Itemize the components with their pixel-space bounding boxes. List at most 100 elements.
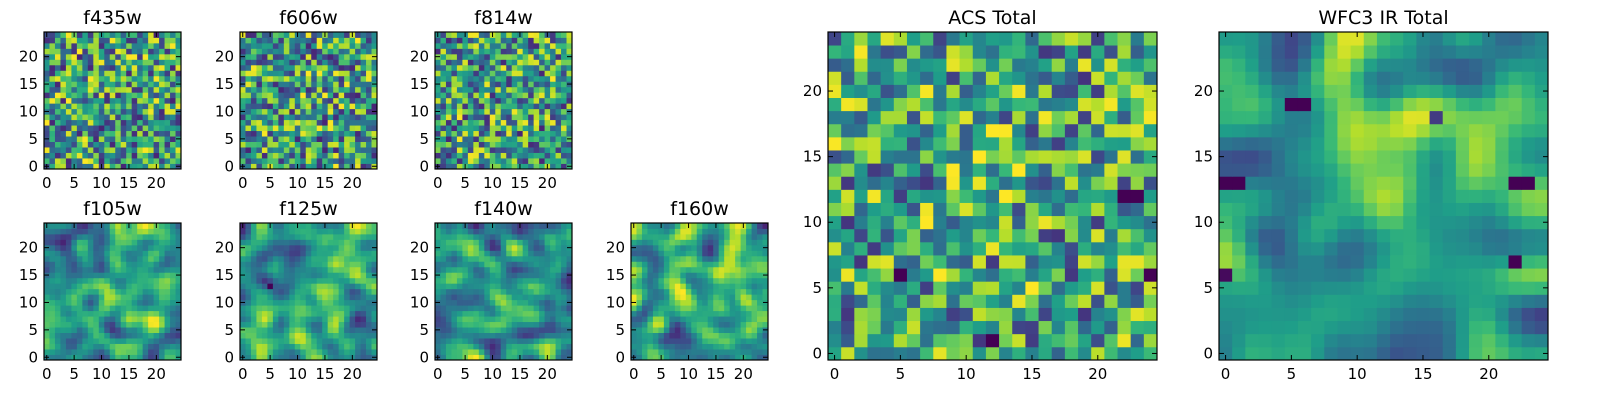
heatmap-cell <box>757 261 763 268</box>
heatmap-cell <box>272 327 279 333</box>
heatmap-cell <box>985 268 1000 282</box>
y-tick-label: 15 <box>606 266 625 284</box>
heatmap-cell <box>445 32 452 38</box>
heatmap-cell <box>245 136 252 142</box>
heatmap-cell <box>467 81 474 88</box>
heatmap-cell <box>566 70 573 77</box>
heatmap-cell <box>278 152 285 159</box>
heatmap-cell <box>555 233 562 240</box>
heatmap-cell <box>256 81 263 88</box>
heatmap-cell <box>854 241 868 256</box>
heatmap-cell <box>544 266 551 273</box>
heatmap-cell <box>305 97 312 104</box>
heatmap-cell <box>170 354 176 361</box>
heatmap-cell <box>669 283 676 290</box>
panel-title: f814w <box>474 7 533 29</box>
heatmap-cell <box>256 147 263 153</box>
heatmap-cell <box>333 343 340 350</box>
heatmap-cell <box>93 114 100 121</box>
heatmap-cell <box>333 332 340 339</box>
heatmap-cell <box>250 136 257 142</box>
heatmap-cell <box>946 241 960 256</box>
heatmap-cell <box>445 316 452 323</box>
heatmap-cell <box>311 108 318 115</box>
heatmap-cell <box>500 163 507 170</box>
heatmap-cell <box>561 147 567 153</box>
heatmap-cell <box>561 223 567 229</box>
heatmap-cell <box>544 349 551 355</box>
heatmap-cell <box>506 42 513 49</box>
heatmap-cell <box>159 310 165 317</box>
heatmap-cell <box>164 250 171 257</box>
heatmap-cell <box>294 321 301 328</box>
heatmap-cell <box>82 42 89 49</box>
heatmap-cell <box>729 349 736 355</box>
heatmap-cell <box>652 343 659 350</box>
heatmap-cell <box>120 136 127 142</box>
heatmap-cell <box>289 250 296 257</box>
heatmap-cell <box>985 189 1000 203</box>
heatmap-cell <box>674 283 681 290</box>
heatmap-cell <box>674 332 681 339</box>
heatmap-cell <box>65 152 72 159</box>
heatmap-cell <box>478 32 485 38</box>
heatmap-cell <box>533 81 540 88</box>
heatmap-cell <box>636 299 643 306</box>
heatmap-cell <box>267 119 274 126</box>
heatmap-cell <box>539 37 545 44</box>
heatmap-cell <box>539 343 545 350</box>
heatmap-cell <box>333 338 340 344</box>
heatmap-cell <box>349 244 356 251</box>
heatmap-cell <box>533 266 540 273</box>
heatmap-cell <box>153 59 160 66</box>
heatmap-cell <box>344 86 350 93</box>
axes-frame <box>434 222 573 361</box>
heatmap-cell <box>82 239 89 246</box>
heatmap-cell <box>175 130 182 137</box>
heatmap-cell <box>338 130 345 137</box>
heatmap-cell <box>366 136 372 142</box>
heatmap-cell <box>511 305 518 312</box>
heatmap-cell <box>1051 268 1066 282</box>
heatmap-cell <box>528 332 535 339</box>
heatmap-cell <box>484 130 491 137</box>
heatmap-cell <box>371 277 378 284</box>
heatmap-cell <box>137 272 144 279</box>
y-tick-label: 20 <box>19 48 38 66</box>
heatmap-cell <box>550 152 556 159</box>
heatmap-cell <box>44 152 50 159</box>
heatmap-cell <box>49 310 56 317</box>
heatmap-cell <box>658 261 665 268</box>
heatmap-cell <box>371 250 378 257</box>
heatmap-cell <box>1130 241 1145 256</box>
heatmap-cell <box>555 272 562 279</box>
heatmap-cell <box>153 141 160 148</box>
heatmap-cell <box>240 75 246 82</box>
heatmap-cell <box>718 283 725 290</box>
heatmap-cell <box>751 283 758 290</box>
heatmap-cell <box>115 255 122 262</box>
heatmap-cell <box>933 268 947 282</box>
heatmap-cell <box>456 32 463 38</box>
heatmap-cell <box>751 354 758 361</box>
heatmap-cell <box>322 48 329 55</box>
heatmap-cell <box>462 294 469 301</box>
heatmap-cell <box>153 266 160 273</box>
heatmap-cell <box>696 266 703 273</box>
heatmap-cell <box>159 136 165 142</box>
heatmap-cell <box>333 42 340 49</box>
heatmap-cell <box>272 332 279 339</box>
heatmap-cell <box>506 86 513 93</box>
heatmap-cell <box>500 32 507 38</box>
heatmap-cell <box>311 250 318 257</box>
heatmap-cell <box>300 97 307 104</box>
heatmap-cell <box>495 299 502 306</box>
heatmap-cell <box>104 163 111 170</box>
heatmap-cell <box>663 310 670 317</box>
heatmap-cell <box>300 349 307 355</box>
heatmap-cell <box>261 332 268 339</box>
x-tick-label: 15 <box>315 365 334 383</box>
heatmap-cell <box>841 189 855 203</box>
heatmap-cells <box>631 223 769 361</box>
heatmap-cell <box>49 228 56 235</box>
